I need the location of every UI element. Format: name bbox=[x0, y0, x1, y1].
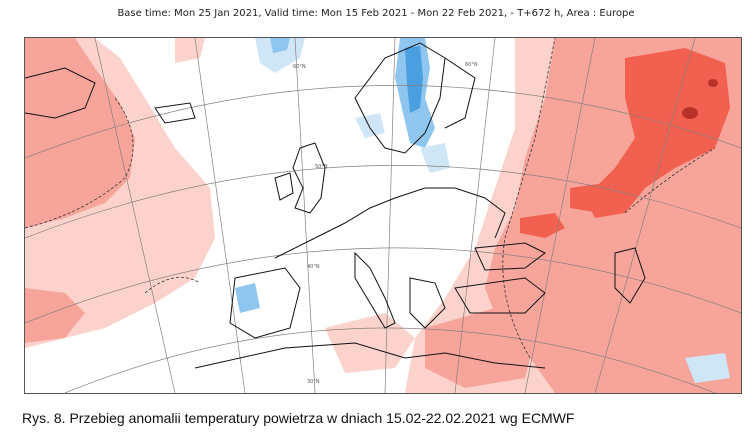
graticule bbox=[25, 38, 741, 393]
anomaly-map: 60°N 60°N 50°N 40°N 30°N bbox=[24, 37, 742, 394]
map-svg: 60°N 60°N 50°N 40°N 30°N bbox=[25, 38, 741, 393]
grid-label: 50°N bbox=[315, 164, 328, 170]
cold-anomaly bbox=[235, 38, 730, 383]
anomaly-contours bbox=[25, 38, 716, 359]
grid-label: 40°N bbox=[307, 264, 320, 270]
grid-label: 30°N bbox=[307, 379, 320, 385]
grid-label: 60°N bbox=[465, 62, 478, 68]
coastlines bbox=[25, 42, 646, 369]
forecast-header: Base time: Mon 25 Jan 2021, Valid time: … bbox=[117, 8, 635, 19]
grid-label: 60°N bbox=[293, 64, 306, 70]
warm-anomaly-strong bbox=[520, 48, 730, 238]
warm-anomaly-extreme bbox=[682, 79, 718, 119]
graticule-labels: 60°N 60°N 50°N 40°N 30°N bbox=[293, 62, 478, 385]
figure-caption: Rys. 8. Przebieg anomalii temperatury po… bbox=[22, 410, 575, 426]
